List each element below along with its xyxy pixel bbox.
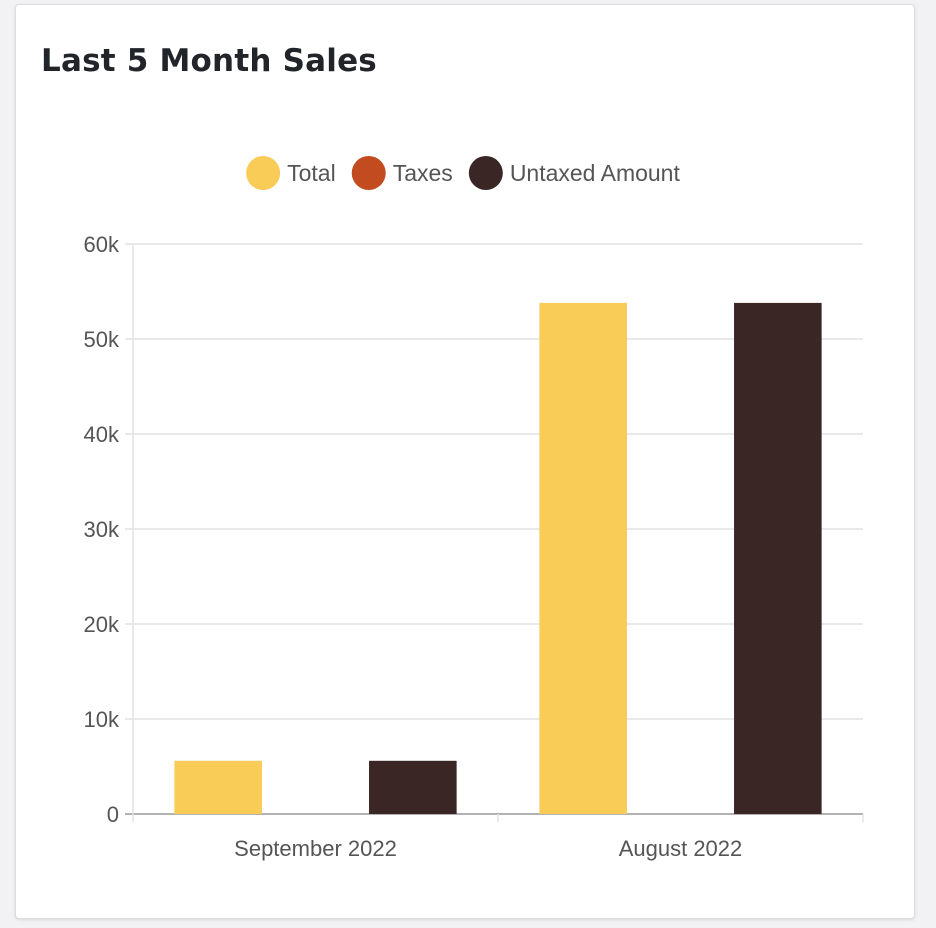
x-tick-label: September 2022 — [234, 836, 397, 861]
y-tick-label: 60k — [84, 232, 120, 257]
x-tick-label: August 2022 — [619, 836, 743, 861]
legend-label: Taxes — [393, 160, 453, 186]
y-tick-label: 20k — [84, 612, 120, 637]
y-tick-label: 0 — [107, 802, 119, 827]
y-tick-label: 50k — [84, 327, 120, 352]
x-axis: September 2022 August 2022 — [132, 814, 864, 861]
legend-label: Untaxed Amount — [510, 160, 681, 186]
legend-swatch — [351, 156, 386, 190]
chart-legend: Total Taxes Untaxed Amount — [246, 156, 680, 190]
legend-swatch — [468, 156, 503, 190]
y-axis: 0 10k 20k 30k 40k 50k 60k — [84, 232, 120, 827]
legend-item: Taxes — [351, 156, 453, 190]
chart-bars — [174, 302, 822, 814]
bar — [369, 760, 457, 814]
y-tick-label: 10k — [84, 707, 120, 732]
card-title: Last 5 Month Sales — [41, 43, 377, 79]
y-tick-label: 40k — [84, 422, 120, 447]
legend-label: Total — [287, 160, 336, 186]
bar — [539, 302, 627, 814]
legend-item: Untaxed Amount — [468, 156, 681, 190]
y-tick-label: 30k — [84, 517, 120, 542]
legend-item: Total — [246, 156, 336, 190]
bar — [734, 302, 822, 814]
legend-swatch — [246, 156, 281, 190]
bar — [174, 760, 262, 814]
